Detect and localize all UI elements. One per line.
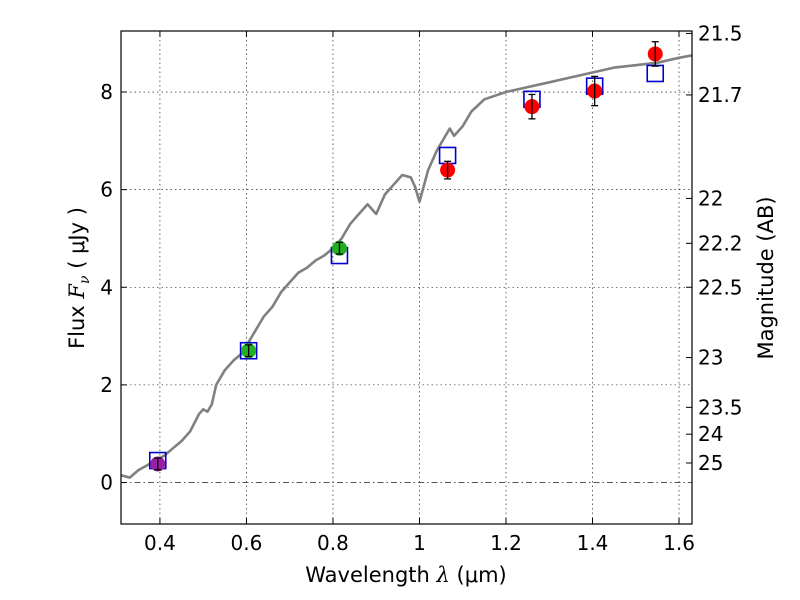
x-tick-label: 1.2 xyxy=(490,531,522,555)
right-tick-label: 23.5 xyxy=(698,395,743,419)
right-tick-label: 25 xyxy=(698,451,723,475)
x-axis-title: Wavelength λ (μm) xyxy=(305,563,506,587)
x-tick-label: 1.4 xyxy=(577,531,609,555)
right-tick-label: 22.5 xyxy=(698,275,743,299)
model-spectrum-line xyxy=(120,54,693,479)
observed-photometry-layer xyxy=(150,41,663,472)
model-spectrum-layer xyxy=(120,54,693,479)
x-tick-label: 1 xyxy=(413,531,426,555)
x-tick-label: 0.4 xyxy=(144,531,176,555)
right-tick-label: 21.5 xyxy=(698,21,743,45)
y-tick-label: 4 xyxy=(100,275,113,299)
right-tick-label: 22.2 xyxy=(698,231,743,255)
right-axis-title: Magnitude (AB) xyxy=(754,196,778,359)
x-tick-label: 0.8 xyxy=(317,531,349,555)
y-tick-label: 2 xyxy=(100,373,113,397)
model-photometry-box xyxy=(239,341,258,360)
y-axis-title: Flux Fν ( μJy ) xyxy=(65,207,93,349)
y-axis-ticks: 0 2 4 6 8 xyxy=(100,80,127,495)
plot-frame xyxy=(120,30,693,525)
right-tick-label: 22 xyxy=(698,186,723,210)
right-tick-label: 21.7 xyxy=(698,83,743,107)
x-tick-label: 0.6 xyxy=(231,531,263,555)
y-tick-label: 0 xyxy=(100,471,113,495)
x-axis-ticks: 0.4 0.6 0.8 1 1.2 1.4 1.6 xyxy=(144,31,695,555)
x-tick-label: 1.6 xyxy=(663,531,695,555)
right-tick-label: 24 xyxy=(698,422,723,446)
y-tick-label: 6 xyxy=(100,178,113,202)
right-axis-ticks: 25 24 23.5 23 22.5 22.2 22 21.7 21.5 xyxy=(686,21,743,475)
right-tick-label: 23 xyxy=(698,346,723,370)
y-tick-label: 8 xyxy=(100,80,113,104)
